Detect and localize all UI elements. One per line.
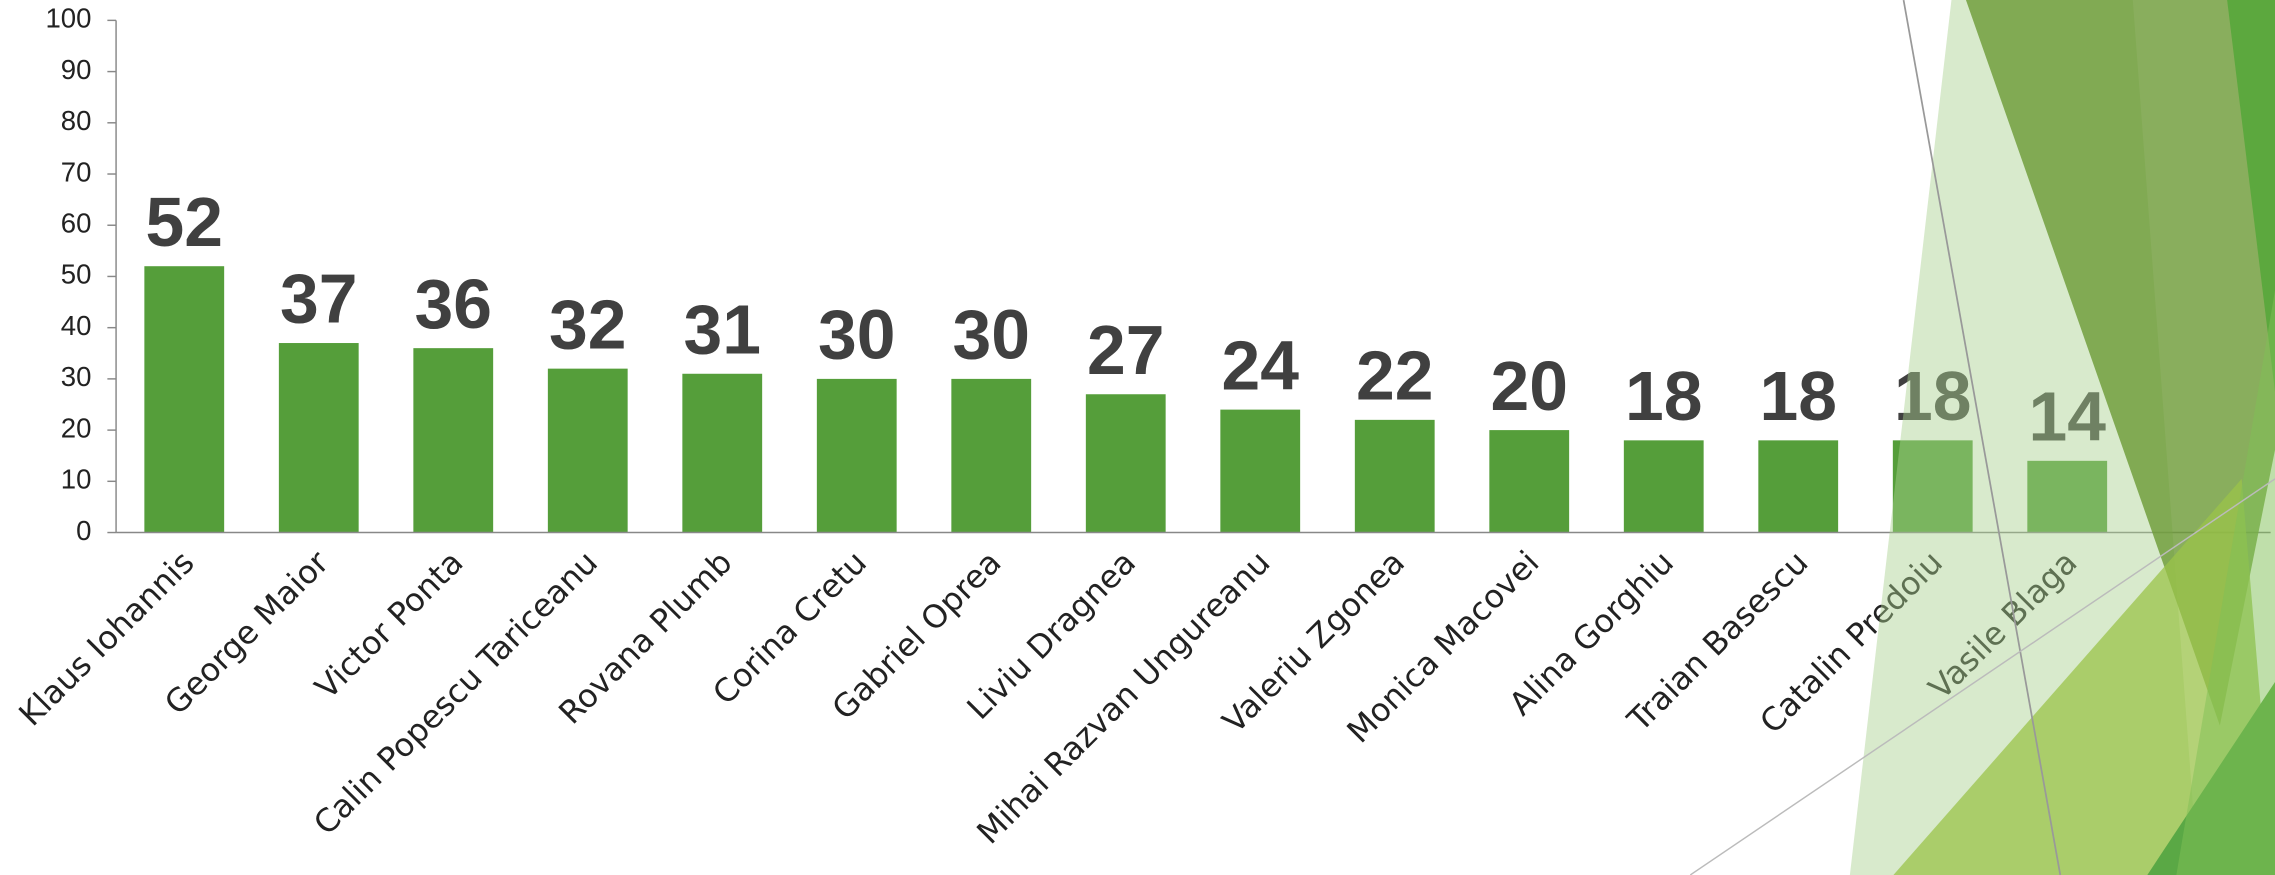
bar [816, 378, 897, 533]
value-label: 52 [146, 183, 223, 261]
value-label: 30 [818, 296, 895, 374]
value-label: 36 [415, 265, 492, 343]
bar [1758, 440, 1839, 533]
value-label: 14 [2029, 378, 2107, 456]
x-tick-label: Calin Popescu Tariceanu [306, 543, 605, 842]
bar [1085, 394, 1166, 533]
bar [413, 348, 494, 533]
y-tick-label: 30 [61, 361, 92, 392]
y-tick-label: 90 [61, 54, 92, 85]
decoration [1689, 0, 2275, 875]
bar [1489, 430, 1570, 533]
value-label: 24 [1222, 326, 1300, 404]
bar [547, 368, 628, 533]
deco-shape [1893, 478, 2275, 875]
y-tick-label: 70 [61, 156, 92, 187]
y-tick-label: 100 [45, 3, 91, 34]
y-tick-label: 50 [61, 259, 92, 290]
value-label: 18 [1760, 357, 1837, 435]
value-label: 32 [549, 285, 626, 363]
bar [682, 373, 763, 533]
y-tick-label: 80 [61, 105, 92, 136]
bar [1354, 419, 1435, 533]
bar [1623, 440, 1704, 533]
deco-line [1689, 478, 2275, 875]
value-label: 22 [1356, 337, 1433, 415]
deco-shape [2227, 0, 2275, 392]
deco-line [1902, 0, 2062, 875]
bar [278, 343, 359, 533]
y-tick-label: 10 [61, 464, 92, 495]
value-label: 18 [1894, 357, 1971, 435]
value-label: 31 [684, 290, 761, 368]
y-tick-label: 40 [61, 310, 92, 341]
bar [144, 266, 225, 533]
bar [1220, 409, 1301, 533]
y-tick-label: 60 [61, 208, 92, 239]
y-tick-label: 0 [76, 515, 91, 546]
bar [2027, 460, 2108, 533]
bar [951, 378, 1032, 533]
value-label: 37 [280, 260, 357, 338]
y-tick-label: 20 [61, 412, 92, 443]
value-label: 20 [1491, 347, 1568, 425]
value-label: 18 [1625, 357, 1702, 435]
value-label: 27 [1087, 311, 1164, 389]
deco-shape [2176, 290, 2275, 875]
value-label: 30 [953, 296, 1030, 374]
bar [1892, 440, 1973, 533]
